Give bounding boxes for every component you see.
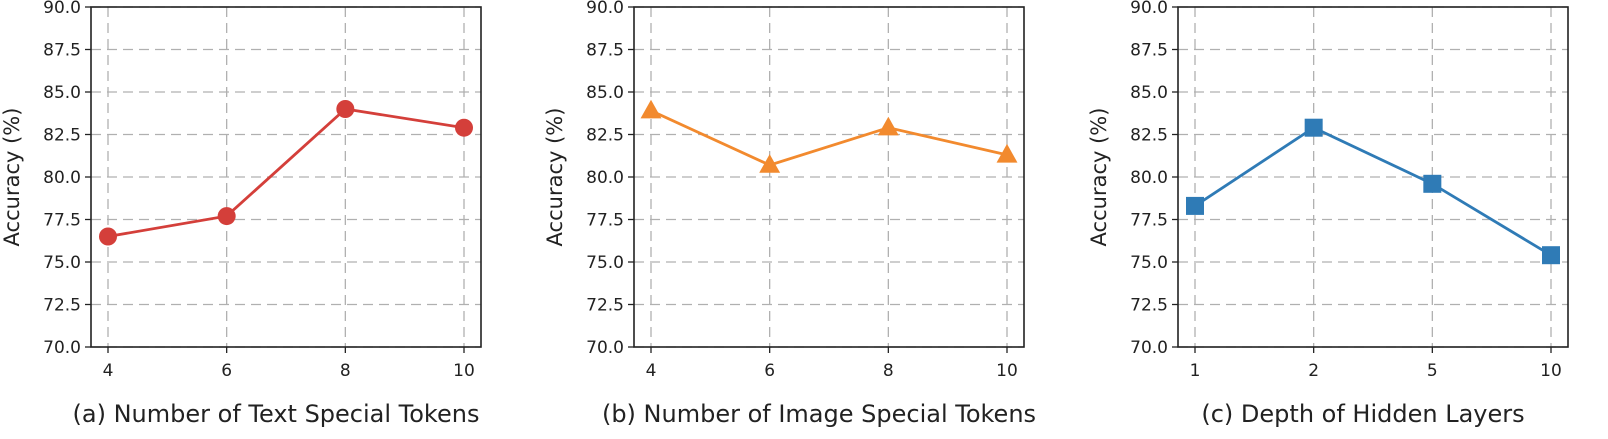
- panel-caption: (b) Number of Image Special Tokens: [602, 400, 1036, 428]
- data-point: [1304, 118, 1323, 137]
- series-line: [1194, 126, 1552, 257]
- y-axis-label: Accuracy (%): [543, 108, 567, 247]
- x-tick-label: 6: [221, 361, 232, 381]
- data-point: [1186, 196, 1204, 215]
- panel-caption: (c) Depth of Hidden Layers: [1201, 400, 1524, 428]
- x-tick-label: 8: [883, 361, 894, 381]
- y-tick-label: 82.5: [586, 126, 624, 146]
- y-tick-label: 70.0: [586, 338, 624, 358]
- x-tick-label: 10: [453, 361, 475, 381]
- y-tick-label: 75.0: [586, 253, 624, 273]
- y-tick-label: 75.0: [43, 253, 81, 273]
- x-tick-label: 5: [1427, 361, 1438, 381]
- y-tick-label: 77.5: [43, 211, 81, 231]
- y-tick-label: 85.0: [586, 83, 624, 103]
- y-axis-label: Accuracy (%): [0, 108, 24, 247]
- x-tick-label: 4: [646, 361, 657, 381]
- x-tick-label: 1: [1190, 361, 1201, 381]
- x-tick-label: 6: [764, 361, 775, 381]
- series-line: [650, 109, 1008, 167]
- y-tick-label: 82.5: [1130, 126, 1168, 146]
- y-tick-label: 77.5: [1130, 211, 1168, 231]
- y-tick-label: 87.5: [586, 41, 624, 61]
- y-tick-label: 90.0: [1130, 0, 1168, 18]
- panel-caption: (a) Number of Text Special Tokens: [73, 400, 480, 428]
- panel-c: 70.0 72.5 75.0 77.5 80.0 82.5 85.0 87.5 90.0 1 2 5 1…: [1087, 0, 1569, 428]
- y-tick-label: 85.0: [1130, 83, 1168, 103]
- y-tick-label: 70.0: [43, 338, 81, 358]
- y-tick-label: 90.0: [43, 0, 81, 18]
- data-point: [996, 143, 1018, 163]
- y-tick-label: 85.0: [43, 83, 81, 103]
- x-tick-label: 2: [1308, 361, 1319, 381]
- data-point: [640, 99, 662, 119]
- panel-a: 70.0 72.5 75.0 77.5 80.0 82.5 85.0 87.5 90.0 4 6 8 1…: [0, 0, 482, 428]
- series-line: [107, 107, 465, 238]
- y-tick-label: 87.5: [1130, 41, 1168, 61]
- y-tick-label: 70.0: [1130, 338, 1168, 358]
- y-tick-label: 72.5: [1130, 296, 1168, 316]
- y-tick-label: 80.0: [43, 168, 81, 188]
- data-point: [1423, 174, 1442, 193]
- x-tick-label: 10: [1540, 361, 1562, 381]
- y-tick-label: 80.0: [586, 168, 624, 188]
- x-tick-label: 10: [996, 361, 1018, 381]
- y-tick-label: 80.0: [1130, 168, 1168, 188]
- y-tick-label: 72.5: [43, 296, 81, 316]
- y-axis-label: Accuracy (%): [1087, 108, 1111, 247]
- data-point: [759, 154, 781, 173]
- data-point: [455, 118, 473, 137]
- y-tick-label: 90.0: [586, 0, 624, 18]
- data-point: [877, 116, 899, 136]
- data-point: [99, 227, 117, 246]
- panel-b: 70.0 72.5 75.0 77.5 80.0 82.5 85.0 87.5 90.0 4 6 8 1…: [543, 0, 1036, 428]
- y-tick-label: 72.5: [586, 296, 624, 316]
- y-tick-label: 77.5: [586, 211, 624, 231]
- data-point: [336, 100, 355, 118]
- y-tick-label: 82.5: [43, 126, 81, 146]
- x-tick-label: 4: [103, 361, 114, 381]
- y-tick-label: 87.5: [43, 41, 81, 61]
- y-tick-label: 75.0: [1130, 253, 1168, 273]
- data-point: [1542, 246, 1560, 265]
- x-tick-label: 8: [340, 361, 351, 381]
- data-point: [217, 207, 236, 226]
